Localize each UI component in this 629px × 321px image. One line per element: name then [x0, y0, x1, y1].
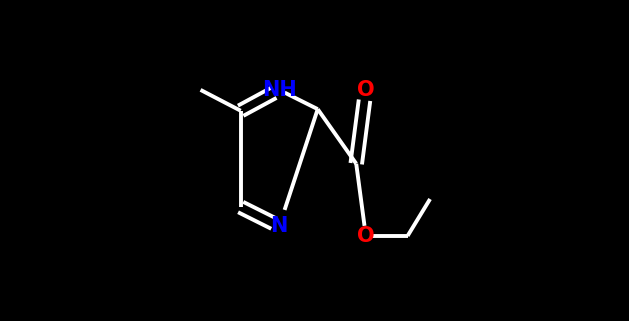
- Text: N: N: [270, 216, 288, 236]
- Text: O: O: [357, 226, 375, 246]
- Text: NH: NH: [262, 80, 296, 100]
- Text: O: O: [357, 80, 375, 100]
